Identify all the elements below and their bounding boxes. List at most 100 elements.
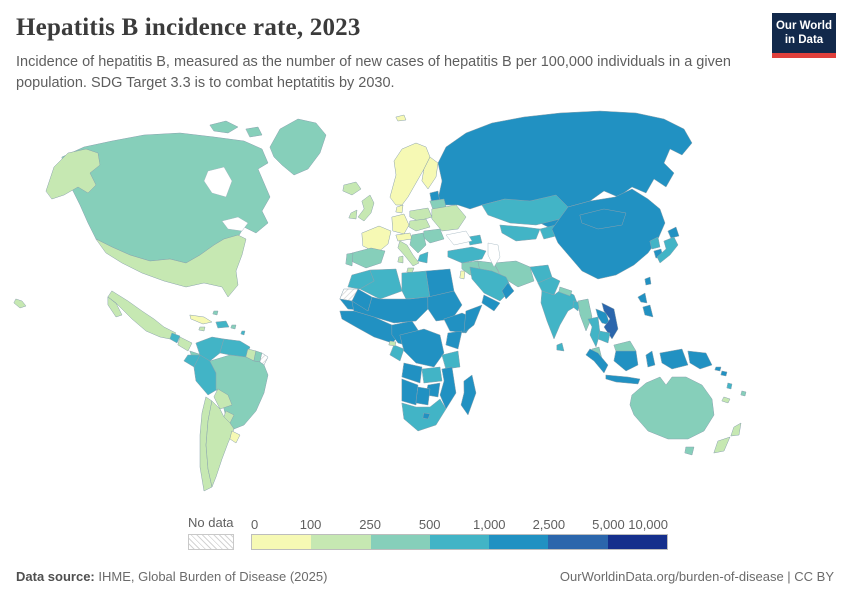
legend-bin-1000-2500[interactable]: [489, 535, 549, 549]
country-madagascar[interactable]: [460, 374, 477, 416]
country-north-korea[interactable]: [649, 236, 661, 250]
country-svalbard[interactable]: [395, 114, 407, 122]
country-java[interactable]: [605, 374, 641, 385]
country-spain[interactable]: [351, 247, 386, 269]
country-myanmar[interactable]: [577, 298, 593, 332]
country-thailand[interactable]: [587, 316, 601, 348]
country-vanuatu[interactable]: [726, 382, 733, 390]
country-tasmania[interactable]: [684, 446, 695, 456]
country-bolivia[interactable]: [213, 388, 233, 410]
legend-tick-10000: 10,000: [628, 517, 668, 532]
legend-bin-5000-10000[interactable]: [607, 535, 667, 549]
country-germany[interactable]: [391, 213, 410, 235]
country-balkans[interactable]: [409, 232, 427, 254]
country-somalia[interactable]: [463, 304, 483, 334]
country-uruguay[interactable]: [229, 430, 241, 444]
country-india[interactable]: [540, 288, 579, 340]
country-lesser-antilles[interactable]: [240, 330, 246, 336]
country-jamaica[interactable]: [198, 326, 206, 332]
country-mongolia[interactable]: [579, 208, 627, 230]
country-botswana[interactable]: [415, 386, 431, 406]
country-yemen[interactable]: [481, 294, 501, 312]
country-kenya[interactable]: [445, 330, 463, 350]
country-puerto-rico[interactable]: [230, 324, 237, 330]
country-uzbek-turkmen[interactable]: [499, 224, 541, 242]
country-guatemala[interactable]: [169, 332, 181, 344]
legend-bin-0-100[interactable]: [252, 535, 312, 549]
country-hispaniola[interactable]: [215, 320, 230, 329]
country-canadian-arctic2[interactable]: [245, 126, 263, 138]
country-canadian-arctic[interactable]: [209, 120, 239, 134]
country-hokkaido[interactable]: [667, 226, 680, 239]
legend-no-data[interactable]: No data: [188, 515, 234, 550]
country-new-caledonia[interactable]: [721, 396, 731, 404]
country-portugal[interactable]: [345, 252, 354, 267]
footer-source-text: IHME, Global Burden of Disease (2025): [94, 569, 328, 584]
country-zambia[interactable]: [421, 366, 443, 384]
country-iceland[interactable]: [342, 181, 362, 196]
country-honduras-nicaragua[interactable]: [177, 336, 193, 352]
country-taiwan[interactable]: [644, 276, 652, 286]
legend-bin-2500-5000[interactable]: [548, 535, 608, 549]
country-sulawesi[interactable]: [645, 350, 656, 368]
country-hawaii[interactable]: [13, 298, 27, 309]
country-ukraine[interactable]: [431, 204, 467, 232]
footer-link[interactable]: OurWorldinData.org/burden-of-disease | C…: [559, 569, 834, 584]
country-borneo-indonesia[interactable]: [613, 350, 639, 372]
country-france[interactable]: [361, 225, 392, 254]
country-papua-new-guinea[interactable]: [687, 350, 713, 370]
country-fiji[interactable]: [740, 390, 747, 397]
country-namibia[interactable]: [401, 378, 419, 406]
country-sumatra[interactable]: [585, 348, 609, 374]
country-australia[interactable]: [629, 376, 715, 440]
legend-tick-1000: 1,000: [473, 517, 506, 532]
country-nz-south[interactable]: [713, 436, 731, 454]
country-israel[interactable]: [459, 270, 466, 280]
country-denmark[interactable]: [395, 204, 404, 214]
legend-bin-500-1000[interactable]: [429, 535, 490, 549]
country-uk[interactable]: [357, 194, 375, 222]
country-cambodia[interactable]: [597, 330, 611, 344]
country-tanzania[interactable]: [441, 350, 461, 370]
country-west-papua[interactable]: [659, 348, 689, 370]
country-libya[interactable]: [401, 270, 431, 300]
country-usa[interactable]: [95, 234, 247, 298]
legend-bin-250-500[interactable]: [370, 535, 430, 549]
country-caucasus[interactable]: [467, 234, 483, 246]
country-solomon-islands[interactable]: [714, 366, 728, 377]
country-angola[interactable]: [401, 362, 423, 384]
country-czech-hungary[interactable]: [408, 218, 431, 232]
country-argentina[interactable]: [205, 400, 235, 488]
country-venezuela[interactable]: [219, 338, 251, 358]
legend-bin-100-250[interactable]: [311, 535, 371, 549]
country-cuba[interactable]: [189, 314, 213, 325]
country-oman[interactable]: [501, 282, 515, 300]
legend-no-data-swatch[interactable]: [188, 534, 234, 550]
country-romania-bulgaria[interactable]: [422, 228, 445, 244]
country-turkey[interactable]: [447, 246, 487, 264]
country-gabon-congo[interactable]: [389, 344, 405, 362]
legend-bar: 0 100 250 500 1,000 2,500 5,000 10,000: [251, 514, 668, 550]
country-alpine[interactable]: [395, 232, 413, 242]
country-philippines-south[interactable]: [642, 304, 654, 318]
country-philippines-north[interactable]: [637, 292, 648, 304]
country-drc[interactable]: [399, 328, 445, 368]
country-poland[interactable]: [409, 207, 433, 222]
country-ireland[interactable]: [348, 209, 358, 220]
country-greece[interactable]: [417, 251, 429, 264]
country-finland[interactable]: [421, 156, 439, 190]
country-sardinia[interactable]: [397, 255, 404, 264]
country-alaska[interactable]: [45, 148, 101, 200]
country-japan[interactable]: [656, 236, 679, 264]
country-sri-lanka[interactable]: [556, 342, 565, 352]
country-bahamas[interactable]: [212, 310, 219, 316]
country-italy[interactable]: [397, 240, 420, 267]
country-nz-north[interactable]: [730, 422, 742, 437]
country-greenland[interactable]: [269, 118, 327, 176]
country-eq-guinea[interactable]: [388, 340, 397, 347]
country-mexico[interactable]: [107, 290, 177, 340]
country-lesotho[interactable]: [422, 412, 431, 420]
country-pakistan[interactable]: [537, 276, 561, 296]
country-nepal[interactable]: [558, 286, 573, 297]
